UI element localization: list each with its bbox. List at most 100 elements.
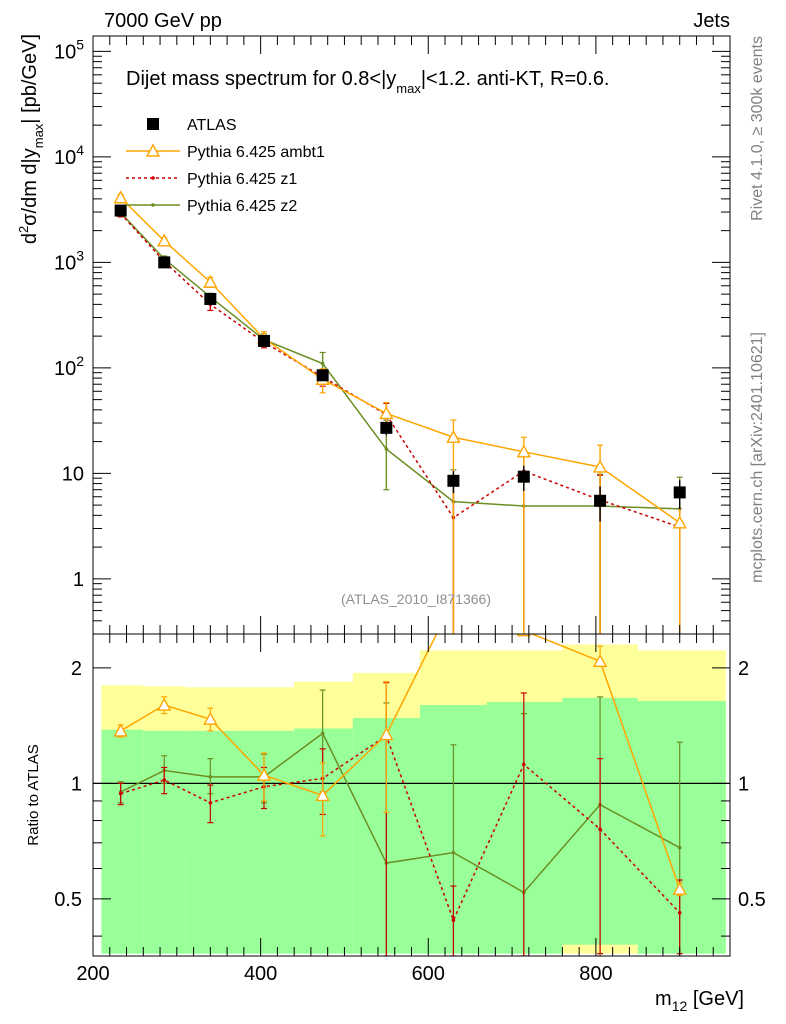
data-point xyxy=(446,429,461,443)
legend-label: ATLAS xyxy=(187,117,237,134)
series-pythia-6-425-z2 xyxy=(117,209,683,634)
ytick-label: 105 xyxy=(54,36,84,63)
plot-title: Dijet mass spectrum for 0.8<|ymax|<1.2. … xyxy=(126,68,610,96)
ratio-data-point xyxy=(315,788,330,802)
data-point xyxy=(113,190,128,204)
legend-marker xyxy=(151,176,155,180)
ytick-base: 10 xyxy=(54,252,76,274)
ratio-data-point xyxy=(672,881,687,895)
ratio-ylabel: Ratio to ATLAS xyxy=(25,744,42,845)
ytick-base: 10 xyxy=(54,41,76,63)
ratio-data-point xyxy=(522,762,526,767)
ratio-data-point xyxy=(157,697,172,711)
ratio-data-point xyxy=(451,850,456,855)
ratio-ytick-label-left: 0.5 xyxy=(54,889,82,911)
ytick-exp: 5 xyxy=(76,36,84,52)
xtick-label: 800 xyxy=(579,963,612,985)
ytick-label: 104 xyxy=(54,142,84,169)
ratio-series-pythia-6-425-ambt1 xyxy=(113,634,687,897)
legend-entry-pythia-6-425-z2: Pythia 6.425 z2 xyxy=(126,198,297,215)
xtick-label: 600 xyxy=(412,963,445,985)
ratio-data-point xyxy=(379,727,394,741)
ratio-data-point xyxy=(162,778,167,782)
data-point xyxy=(384,447,389,451)
legend-label: Pythia 6.425 z2 xyxy=(187,198,297,215)
ratio-ytick-label-right: 0.5 xyxy=(738,889,766,911)
data-point xyxy=(257,334,270,347)
legend-marker xyxy=(151,203,155,207)
series-line xyxy=(120,213,680,528)
ylabel-mid: σ/dm d|y xyxy=(19,148,41,226)
data-point xyxy=(516,444,531,458)
ratio-ytick-label-left: 2 xyxy=(71,658,82,680)
data-point xyxy=(380,421,393,434)
data-point xyxy=(203,274,218,288)
data-point xyxy=(316,369,329,382)
band-inner-bin xyxy=(637,700,726,954)
legend-entry-atlas: ATLAS xyxy=(147,117,237,134)
legend-marker xyxy=(145,143,161,157)
xlabel: m12 [GeV] xyxy=(655,988,744,1014)
xtick-label: 200 xyxy=(76,963,109,985)
rivet-label: Rivet 4.1.0, ≥ 300k events xyxy=(749,36,766,221)
category-label: Jets xyxy=(693,10,730,32)
ytick-base: 10 xyxy=(54,358,76,380)
plot-title-sub: max xyxy=(396,81,421,96)
data-point xyxy=(158,256,171,269)
ratio-data-point xyxy=(256,767,272,781)
data-point xyxy=(673,486,686,499)
ylabel-sub: max xyxy=(31,123,46,148)
ratio-data-point xyxy=(203,711,218,725)
xlabel-unit: [GeV] xyxy=(687,988,744,1010)
legend: ATLAS Pythia 6.425 ambt1 Pythia 6.425 z1 Py… xyxy=(126,117,325,215)
series-atlas xyxy=(114,204,686,522)
ratio-ytick-label-right: 2 xyxy=(738,658,749,680)
data-point xyxy=(204,292,217,305)
legend-label: Pythia 6.425 ambt1 xyxy=(187,144,325,161)
mcplots-label: mcplots.cern.ch [arXiv:2401.10621] xyxy=(749,332,766,583)
data-point xyxy=(672,515,687,529)
band-inner-bin xyxy=(486,701,563,954)
legend-entry-pythia-6-425-ambt1: Pythia 6.425 ambt1 xyxy=(126,143,325,161)
xlabel-sub: 12 xyxy=(672,998,688,1014)
ytick-label: 10 xyxy=(62,463,84,485)
ratio-data-point xyxy=(592,653,608,667)
data-point xyxy=(447,474,460,487)
series-line xyxy=(120,212,680,510)
ratio-series-line xyxy=(120,732,681,894)
legend-marker xyxy=(147,118,159,130)
legend-label: Pythia 6.425 z1 xyxy=(187,171,297,188)
legend-entry-pythia-6-425-z1: Pythia 6.425 z1 xyxy=(126,171,297,188)
ylabel-sup: 2 xyxy=(16,226,31,233)
ratio-data-point xyxy=(113,723,128,737)
data-point xyxy=(594,494,607,507)
energy-label: 7000 GeV pp xyxy=(104,10,222,32)
band-inner-bin xyxy=(294,728,353,954)
ratio-data-point xyxy=(451,918,456,923)
xlabel-m: m xyxy=(655,988,672,1010)
ratio-series-line xyxy=(120,634,681,890)
main-ylabel: d2σ/dm d|ymax| [pb/GeV] xyxy=(16,34,46,244)
plot-title-part-a: Dijet mass spectrum for 0.8<|y xyxy=(126,68,396,90)
ytick-label: 1 xyxy=(73,569,84,591)
data-point xyxy=(114,204,127,217)
data-point xyxy=(592,459,608,473)
ytick-label: 102 xyxy=(54,353,84,380)
band-inner-bin xyxy=(235,730,295,954)
data-point xyxy=(517,470,530,483)
ytick-exp: 3 xyxy=(76,247,84,263)
ratio-ytick-label-left: 1 xyxy=(71,773,82,795)
ytick-base: 10 xyxy=(54,147,76,169)
series-line xyxy=(120,197,681,524)
ytick-exp: 2 xyxy=(76,353,84,369)
analysis-label: (ATLAS_2010_I871366) xyxy=(341,591,491,607)
ylabel-d: d xyxy=(19,233,41,244)
data-point xyxy=(157,233,172,247)
series-pythia-6-425-ambt1 xyxy=(113,190,687,634)
data-point xyxy=(379,405,394,420)
ratio-data-point xyxy=(320,731,325,736)
ratio-data-point xyxy=(208,800,213,805)
